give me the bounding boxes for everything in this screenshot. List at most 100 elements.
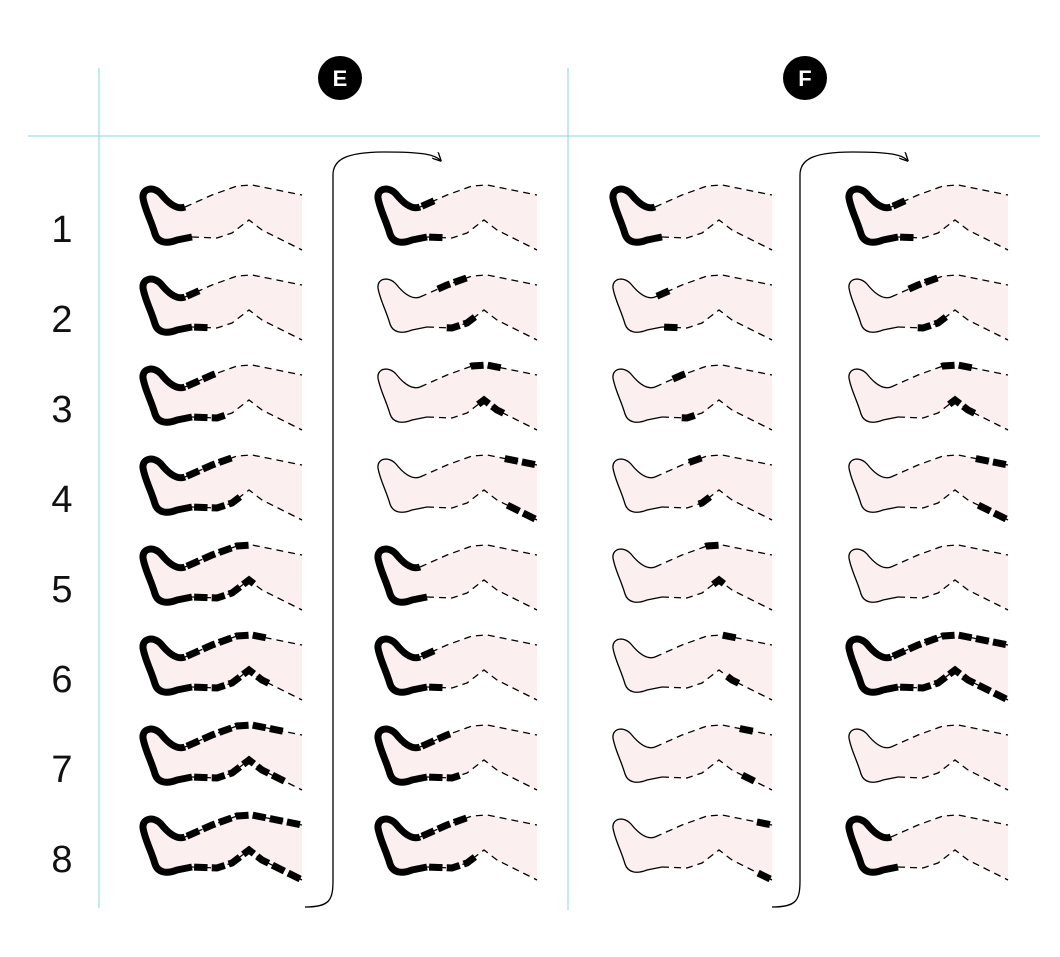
leg-lower-outline [661, 309, 773, 341]
leg-upper-outline [184, 544, 303, 568]
segment-2-lower [426, 755, 539, 794]
foot-outline [848, 278, 899, 333]
leg-fill [377, 815, 537, 880]
foot-outline [612, 548, 663, 603]
row-label-7: 7 [51, 749, 72, 791]
leg-fill [142, 455, 302, 520]
segment-2-lower [897, 305, 1010, 344]
leg-e-col1-row5 [139, 541, 304, 614]
leg-e-col2-row7 [374, 721, 539, 794]
leg-e-col2-row2 [377, 271, 539, 344]
foot-outline [612, 458, 663, 513]
leg-lower-outline [661, 579, 773, 611]
leg-f-col4-row6 [845, 631, 1010, 704]
leg-fill [377, 635, 537, 700]
leg-lower-outline [897, 309, 1009, 341]
leg-f-col4-row5 [848, 544, 1009, 611]
foot-outline [612, 728, 663, 783]
leg-lower-outline [897, 849, 1009, 881]
leg-upper-outline [890, 544, 1009, 568]
leg-fill [848, 185, 1008, 250]
leg-e-col1-row6 [139, 631, 304, 704]
leg-upper-outline [890, 724, 1009, 748]
segment-2-upper [183, 721, 303, 751]
leg-fill [848, 275, 1008, 340]
leg-upper-outline [184, 454, 303, 478]
foot-compressed [139, 725, 193, 786]
foot-outline [612, 638, 663, 693]
segment-2-lower [191, 485, 304, 524]
leg-f-col4-row7 [848, 724, 1009, 791]
leg-lower-outline [661, 669, 773, 701]
leg-f-col4-row4 [848, 451, 1010, 524]
leg-e-col1-row4 [139, 451, 304, 524]
leg-lower-outline [426, 219, 538, 251]
leg-lower-outline [191, 399, 303, 431]
leg-fill [848, 815, 1008, 880]
leg-upper-outline [654, 814, 773, 838]
leg-lower-outline [191, 309, 303, 341]
segment-2-upper [418, 271, 538, 301]
leg-lower-outline [426, 309, 538, 341]
sequence-arrow-f [771, 151, 907, 908]
foot-outline [848, 728, 899, 783]
foot-compressed [139, 455, 193, 516]
leg-f-col3-row1 [609, 184, 773, 251]
leg-upper-outline [419, 814, 538, 838]
leg-lower-outline [897, 399, 1009, 431]
leg-upper-outline [654, 364, 773, 388]
segment-2-lower [191, 845, 304, 884]
leg-fill [612, 815, 772, 880]
leg-upper-outline [654, 454, 773, 478]
leg-fill [377, 275, 537, 340]
leg-upper-outline [654, 634, 773, 658]
row-label-5: 5 [51, 569, 72, 611]
segment-4-upper [653, 541, 773, 571]
header-e: E [318, 56, 362, 100]
segment-2-upper [653, 361, 773, 391]
row-label-8: 8 [51, 839, 72, 881]
leg-fill [612, 455, 772, 520]
leg-lower-outline [191, 579, 303, 611]
leg-lower-outline [426, 759, 538, 791]
leg-lower-outline [426, 669, 538, 701]
leg-lower-outline [897, 759, 1009, 791]
segment-2-lower [661, 395, 774, 434]
leg-upper-outline [419, 634, 538, 658]
leg-lower-outline [661, 489, 773, 521]
foot-outline [848, 368, 899, 423]
leg-upper-outline [654, 184, 773, 208]
leg-fill [142, 185, 302, 250]
foot-compressed [374, 545, 428, 606]
segment-4-upper [889, 361, 1009, 391]
segment-2-upper [183, 541, 303, 571]
leg-fill [377, 545, 537, 610]
segment-2-lower [426, 305, 539, 344]
leg-upper-outline [890, 364, 1009, 388]
segment-2-lower [191, 665, 304, 704]
leg-fill [142, 635, 302, 700]
leg-e-col1-row1 [139, 184, 303, 251]
leg-fill [142, 365, 302, 430]
foot-compressed [609, 185, 663, 246]
leg-lower-outline [661, 219, 773, 251]
foot-compressed [139, 635, 193, 696]
segment-2-upper [418, 811, 538, 841]
header-e-label: E [333, 66, 348, 91]
leg-upper-outline [419, 364, 538, 388]
segment-4-upper [889, 631, 1009, 661]
segment-4-upper [183, 541, 303, 571]
segment-2-lower [897, 665, 1010, 704]
leg-fill [377, 725, 537, 790]
leg-f-col3-row3 [612, 361, 774, 434]
leg-fill [848, 365, 1008, 430]
foot-outline [848, 458, 899, 513]
foot-compressed [139, 365, 193, 426]
foot-compressed [845, 185, 899, 246]
leg-lower-outline [897, 669, 1009, 701]
leg-lower-outline [426, 849, 538, 881]
leg-upper-outline [890, 814, 1009, 838]
leg-f-col3-row7 [612, 721, 774, 794]
leg-lower-outline [661, 849, 773, 881]
leg-upper-outline [419, 544, 538, 568]
